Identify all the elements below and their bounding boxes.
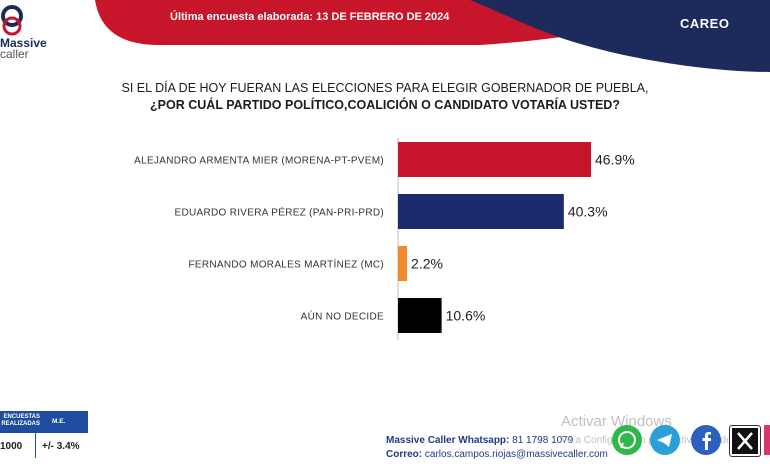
stats-margin-value: +/- 3.4% [42,441,80,452]
massive-caller-logo: Massive caller [0,0,50,62]
category-label: ALEJANDRO ARMENTA MIER (MORENA-PT-PVEM) [134,156,384,167]
email-address[interactable]: carlos.campos.riojas@massivecaller.com [424,449,608,460]
stats-divider [35,433,36,458]
category-label: FERNANDO MORALES MARTÍNEZ (MC) [189,258,385,271]
category-label: EDUARDO RIVERA PÉREZ (PAN-PRI-PRD) [175,206,384,219]
banner-navy-shape [470,0,770,72]
vote-bar-chart: ALEJANDRO ARMENTA MIER (MORENA-PT-PVEM) 4… [134,138,635,340]
facebook-icon[interactable] [691,425,721,455]
bar-value-label: 46.9% [595,152,635,168]
category-label: AÚN NO DECIDE [301,310,384,323]
telegram-icon[interactable] [650,425,680,455]
bar [398,246,408,281]
bar-value-label: 10.6% [446,308,486,324]
logo-line-1: Massive [0,36,47,50]
email-label: Correo: [386,449,423,460]
whatsapp-icon[interactable] [612,425,642,455]
logo-mark-icon [1,5,23,36]
instagram-icon[interactable] [764,425,770,455]
section-label: CAREO [680,16,730,31]
stats-header [0,411,88,433]
contact-info: Massive Caller Whatsapp: 81 1798 1079 Co… [386,434,608,462]
top-banner [95,0,770,72]
bar [398,298,442,333]
x-icon[interactable] [729,425,761,457]
question-title: SI EL DÍA DE HOY FUERAN LAS ELECCIONES P… [0,80,770,114]
survey-date: Última encuesta elaborada: 13 DE FEBRERO… [170,11,450,23]
question-line-2: ¿POR CUÁL PARTIDO POLÍTICO,COALICIÓN O C… [150,98,620,112]
stats-surveys-value: 1000 [0,441,23,452]
stats-header-margin: M.E. [52,418,66,425]
bar-value-label: 40.3% [568,204,608,220]
question-line-1: SI EL DÍA DE HOY FUERAN LAS ELECCIONES P… [121,81,649,95]
whatsapp-number[interactable]: 81 1798 1079 [512,435,574,446]
bar [398,142,591,177]
stats-header-surveys: ENCUESTAS REALIZADAS [1,414,40,427]
windows-watermark-title: Activar Windows [561,413,672,430]
bar-value-label: 2.2% [411,256,443,272]
logo-line-2: caller [0,47,29,61]
survey-stats-table: ENCUESTAS REALIZADAS M.E. 1000 +/- 3.4% [0,411,88,461]
whatsapp-label: Massive Caller Whatsapp: [386,435,510,446]
bar [398,194,564,229]
